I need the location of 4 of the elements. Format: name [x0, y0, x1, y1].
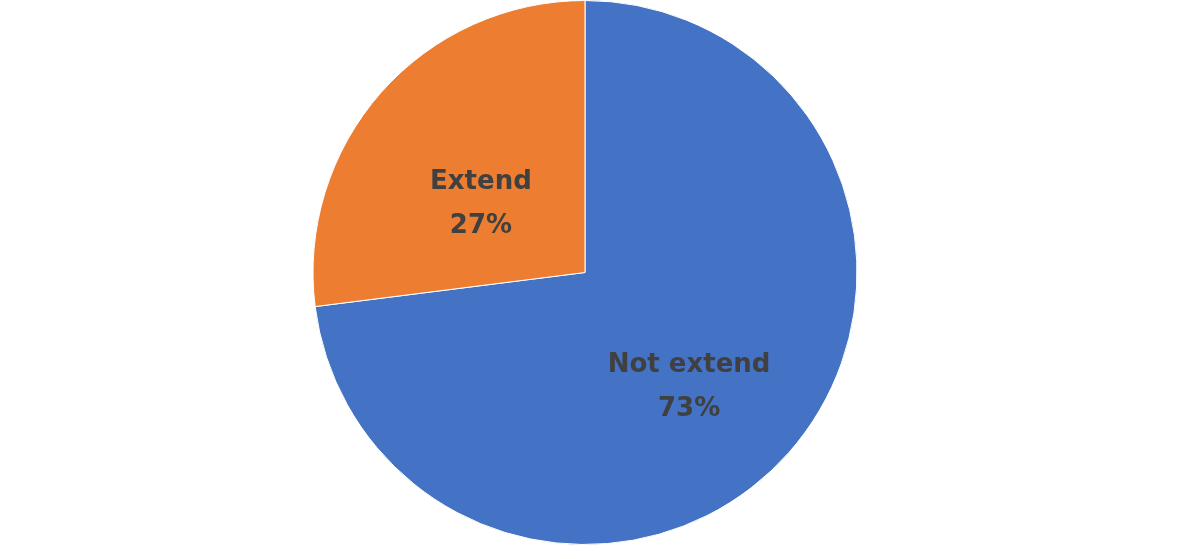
- slice-label: Not extend: [607, 348, 771, 379]
- slice-label: Extend: [430, 164, 532, 195]
- data-label: 73%: [657, 392, 721, 423]
- data-label: 27%: [449, 208, 513, 239]
